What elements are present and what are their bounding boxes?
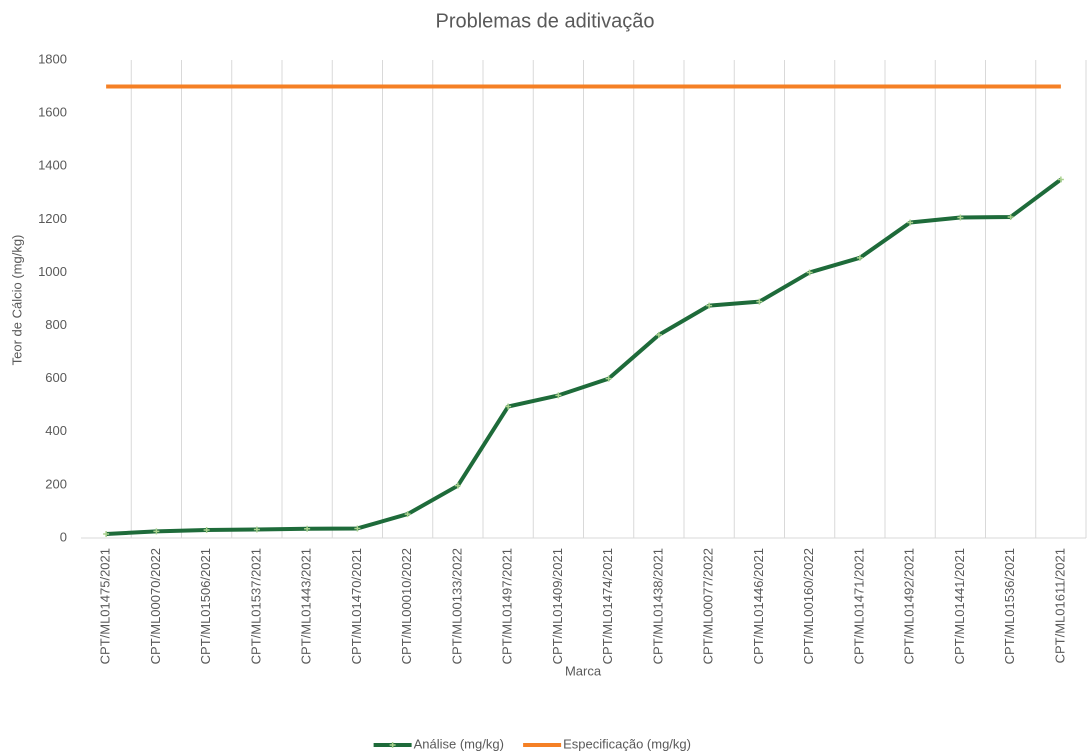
y-tick-label: 200 (45, 476, 67, 491)
point-marker (304, 525, 311, 532)
point-marker (454, 482, 461, 489)
point-marker (203, 527, 210, 534)
x-tick-label: CPT/ML01409/2021 (550, 548, 565, 664)
x-tick-label: CPT/ML01438/2021 (650, 548, 665, 664)
y-tick-label: 1600 (38, 105, 67, 120)
x-tick-label: CPT/ML01506/2021 (198, 548, 213, 664)
point-marker (806, 269, 813, 276)
x-tick-label: CPT/ML00070/2022 (148, 548, 163, 664)
point-marker (655, 331, 662, 338)
point-marker (756, 298, 763, 305)
y-tick-label: 1000 (38, 264, 67, 279)
point-marker (555, 392, 562, 399)
point-marker (354, 525, 361, 532)
point-marker (103, 531, 110, 538)
point-marker (505, 403, 512, 410)
x-tick-label: CPT/ML01443/2021 (299, 548, 314, 664)
x-tick-label: CPT/ML01492/2021 (902, 548, 917, 664)
y-tick-label: 1800 (38, 51, 67, 66)
point-marker (253, 526, 260, 533)
point-marker (1057, 176, 1064, 183)
point-marker (404, 511, 411, 518)
series-line (106, 177, 1063, 537)
y-tick-label: 1400 (38, 158, 67, 173)
point-marker (907, 219, 914, 226)
y-axis-title: Teor de Cálcio (mg/kg) (9, 235, 24, 366)
y-tick-label: 1200 (38, 211, 67, 226)
chart-title: Problemas de aditivação (435, 10, 654, 32)
y-tick-label: 600 (45, 370, 67, 385)
point-marker (706, 302, 713, 309)
legend-marker (389, 742, 396, 748)
x-tick-label: CPT/ML01446/2021 (751, 548, 766, 664)
y-tick-label: 400 (45, 423, 67, 438)
x-axis-title: Marca (565, 663, 602, 678)
x-tick-label: CPT/ML01611/2021 (1052, 548, 1067, 663)
x-tick-label: CPT/ML01536/2021 (1002, 548, 1017, 664)
x-tick-label: CPT/ML00133/2022 (449, 548, 464, 664)
x-tick-label: CPT/ML00077/2022 (701, 548, 716, 664)
legend-label: Especificação (mg/kg) (563, 736, 691, 751)
point-marker (856, 254, 863, 261)
x-tick-label: CPT/ML01470/2021 (349, 548, 364, 664)
point-marker (1007, 213, 1014, 220)
x-tick-label: CPT/ML01471/2021 (851, 548, 866, 664)
x-tick-label: CPT/ML00010/2022 (399, 548, 414, 664)
x-tick-label: CPT/ML01497/2021 (500, 548, 515, 664)
point-marker (153, 528, 160, 535)
point-marker (605, 375, 612, 382)
y-tick-label: 0 (60, 529, 67, 544)
x-tick-label: CPT/ML01475/2021 (98, 548, 113, 664)
x-tick-label: CPT/ML00160/2022 (801, 548, 816, 664)
y-tick-label: 800 (45, 317, 67, 332)
point-marker (957, 214, 964, 221)
x-tick-label: CPT/ML01474/2021 (600, 548, 615, 664)
legend-label: Análise (mg/kg) (414, 736, 504, 751)
x-tick-label: CPT/ML01537/2021 (248, 548, 263, 664)
x-tick-label: CPT/ML01441/2021 (952, 548, 967, 664)
